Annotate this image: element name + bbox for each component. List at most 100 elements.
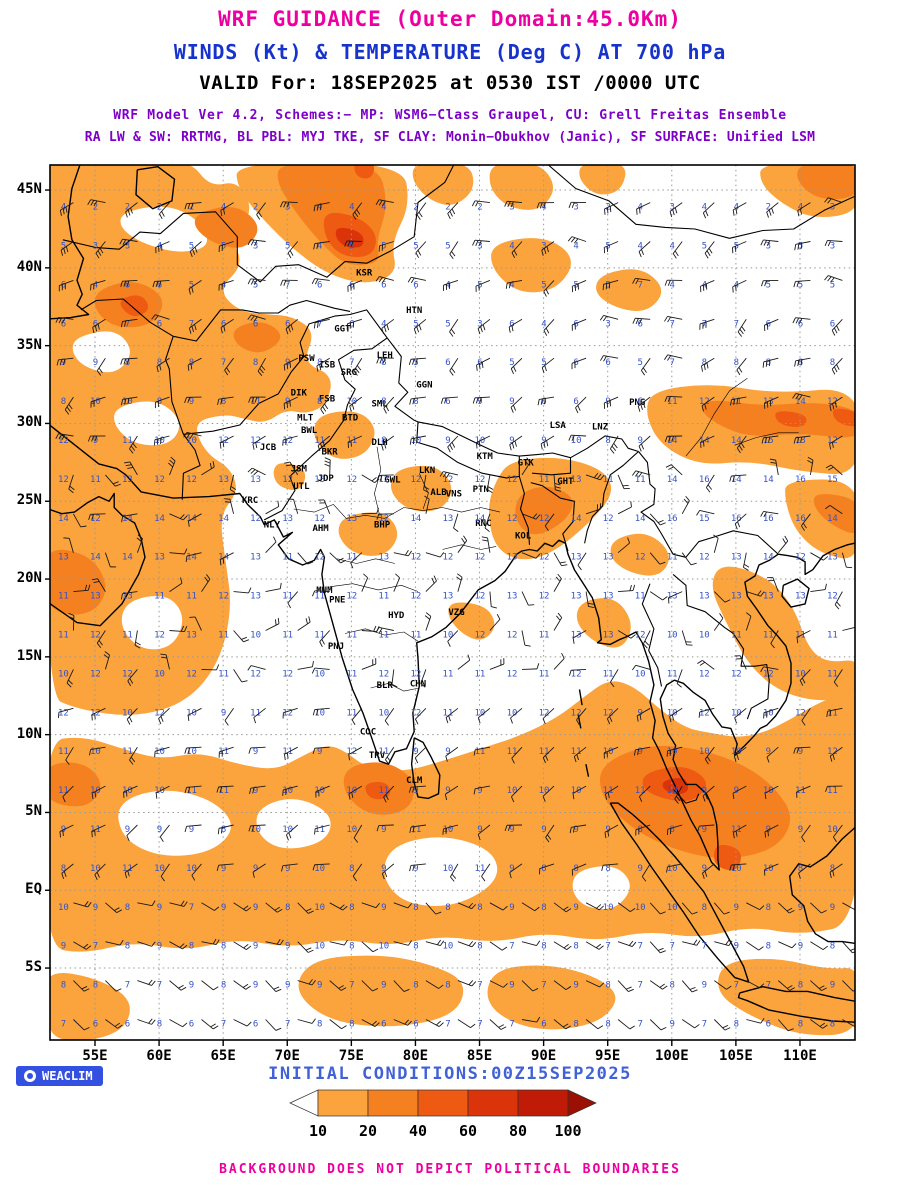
barb-tick (254, 240, 258, 246)
barb-staff (746, 1019, 761, 1024)
barb-tick (794, 360, 797, 367)
temp-value: 9 (285, 864, 290, 874)
wind-barb (169, 548, 188, 555)
barb-tick (248, 825, 252, 832)
temp-value: 9 (61, 942, 66, 952)
wind-barb (229, 474, 237, 494)
barb-staff (250, 239, 266, 242)
barb-tick (468, 940, 474, 947)
temp-value: 5 (445, 242, 450, 252)
temp-value: 6 (285, 319, 290, 329)
barb-tick (659, 561, 666, 565)
barb-tick (115, 483, 121, 487)
barb-tick (155, 281, 159, 287)
barb-tick (704, 253, 709, 259)
temp-value: 13 (250, 553, 261, 563)
chart-subtitle: WINDS (Kt) & TEMPERATURE (Deg C) AT 700 … (173, 40, 727, 64)
barb-tick (187, 521, 190, 527)
wind-barb (601, 863, 619, 871)
wind-barb (103, 651, 110, 670)
temp-value: 6 (317, 280, 322, 290)
barb-staff (129, 435, 138, 449)
temp-value: 7 (669, 319, 674, 329)
barb-tick (450, 876, 455, 882)
temp-value: 11 (378, 747, 389, 757)
border-line (532, 457, 572, 476)
legend-value: 80 (509, 1122, 527, 1140)
temp-value: 11 (154, 592, 165, 602)
barb-staff (766, 746, 779, 758)
barb-tick (188, 327, 192, 334)
barb-staff (489, 1019, 502, 1030)
temp-value: 10 (507, 786, 518, 796)
barb-staff (638, 435, 651, 447)
barb-staff (763, 707, 779, 714)
barb-tick (383, 326, 387, 333)
wind-barb (734, 655, 747, 670)
barb-staff (734, 746, 747, 757)
temp-value: 13 (571, 592, 582, 602)
barb-staff (486, 474, 491, 490)
temp-value: 12 (795, 553, 806, 563)
barb-tick (453, 527, 459, 533)
barb-tick (563, 906, 569, 911)
barb-staff (257, 357, 266, 372)
barb-tick (622, 485, 629, 487)
barb-staff (521, 630, 526, 646)
barb-tick (243, 639, 250, 643)
wind-barb (393, 902, 413, 909)
barb-staff (105, 941, 121, 946)
barb-tick (64, 283, 66, 290)
barb-staff (378, 474, 394, 476)
barb-staff (641, 357, 651, 371)
temp-value: 6 (445, 397, 450, 407)
temp-value: 10 (314, 942, 325, 952)
wind-barb (349, 396, 363, 412)
wind-barb (125, 202, 138, 218)
barb-tick (61, 873, 65, 880)
barb-tick (224, 498, 231, 500)
temp-value: 11 (474, 669, 485, 679)
barb-tick (599, 905, 604, 911)
wind-barb (456, 573, 463, 592)
city-label: PNE (329, 595, 345, 605)
wind-barb (90, 279, 106, 291)
barb-tick (511, 325, 514, 332)
wind-barb (841, 552, 853, 569)
barb-tick (642, 402, 646, 409)
barb-tick (183, 901, 188, 907)
barb-tick (628, 988, 634, 992)
wind-barb (329, 1019, 347, 1030)
temp-value: 13 (282, 514, 293, 524)
city-label: VZG (448, 608, 464, 618)
barb-staff (122, 318, 138, 322)
wind-barb (189, 616, 202, 631)
city-label: UTL (293, 482, 310, 492)
barb-staff (425, 902, 437, 915)
barb-tick (599, 503, 602, 510)
wind-barb (833, 669, 843, 687)
temp-value: 11 (474, 864, 485, 874)
temp-value: 13 (603, 631, 614, 641)
temp-value: 9 (253, 981, 258, 991)
barb-staff (553, 552, 562, 566)
temp-value: 10 (378, 942, 389, 952)
wind-barb (489, 591, 497, 609)
barb-tick (55, 433, 59, 439)
temp-value: 10 (346, 397, 357, 407)
barb-staff (667, 354, 683, 359)
barb-tick (664, 279, 668, 286)
barb-tick (764, 793, 767, 799)
wind-barb (445, 707, 459, 724)
barb-tick (182, 944, 188, 950)
temp-value: 13 (667, 592, 678, 602)
barb-tick (665, 464, 672, 468)
barb-tick (699, 323, 701, 330)
barb-tick (473, 749, 476, 756)
temp-value: 3 (93, 242, 98, 252)
temp-value: 12 (186, 475, 197, 485)
temp-value: 11 (346, 669, 357, 679)
barb-tick (641, 370, 646, 376)
barb-staff (521, 462, 531, 476)
wind-barb (361, 902, 381, 909)
